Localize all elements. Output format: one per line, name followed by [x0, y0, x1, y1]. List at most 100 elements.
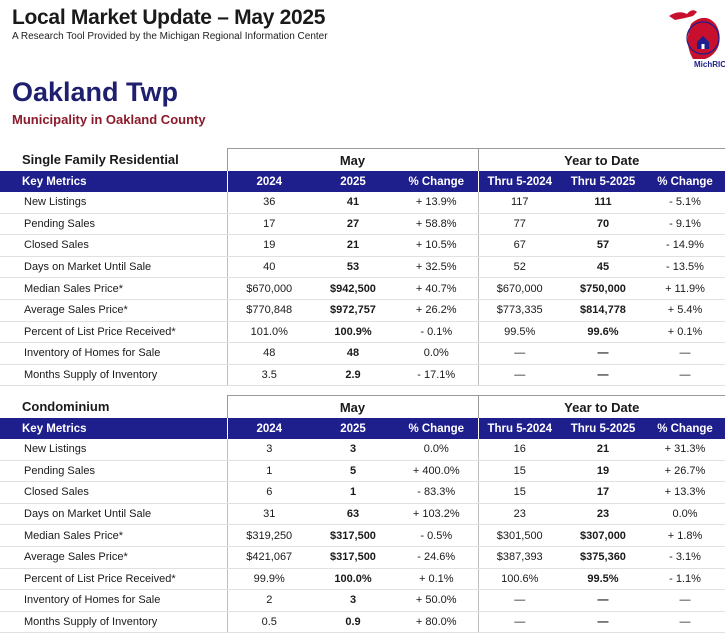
table-row: Days on Market Until Sale 31 63 + 103.2% 23 2…	[0, 503, 725, 526]
may-2024-value: 3.5	[226, 364, 311, 387]
col-2025-header: 2025	[311, 418, 395, 439]
condominium-section: Condominium May Year to Date Key Metrics…	[0, 395, 725, 633]
may-pct-change: - 0.5%	[395, 524, 478, 547]
may-pct-change: + 0.1%	[395, 568, 478, 591]
may-2025-value: $942,500	[311, 277, 395, 300]
may-2024-value: 99.9%	[226, 568, 311, 591]
metric-label: Days on Market Until Sale	[0, 503, 227, 526]
ytd-pct-change: + 1.8%	[645, 524, 725, 547]
key-metrics-header: Key Metrics	[0, 418, 227, 439]
may-2025-value: 48	[311, 342, 395, 365]
may-2024-value: 40	[226, 256, 311, 279]
ytd-2025-value: $750,000	[561, 277, 645, 300]
table-row: New Listings 36 41 + 13.9% 117 111- 5.1%	[0, 192, 725, 214]
single-family-table: Single Family Residential May Year to Da…	[0, 148, 725, 387]
may-2025-value: 21	[311, 234, 395, 257]
may-2025-value: 3	[311, 589, 395, 612]
col-ytd-2024-header: Thru 5-2024	[477, 171, 561, 192]
ytd-2024-value: $387,393	[477, 546, 561, 569]
may-2025-value: 5	[311, 460, 395, 483]
may-2024-value: 48	[226, 342, 311, 365]
table-row: New Listings 3 3 0.0% 16 21 + 31.3%	[0, 439, 725, 461]
ytd-2024-value: 117	[477, 192, 561, 214]
may-pct-change: - 24.6%	[395, 546, 478, 569]
metric-label: Months Supply of Inventory	[0, 364, 227, 387]
ytd-2025-value: —	[561, 611, 645, 633]
may-pct-change: + 103.2%	[395, 503, 478, 526]
table-row: Inventory of Homes for Sale 2 3 + 50.0% — — —	[0, 589, 725, 612]
ytd-pct-change: - 14.9%	[645, 234, 725, 257]
col-ytd-pct-change-header: % Change	[645, 171, 725, 192]
ytd-2024-value: $301,500	[477, 524, 561, 547]
ytd-2024-value: 100.6%	[477, 568, 561, 591]
may-2025-value: $317,500	[311, 524, 395, 547]
ytd-2024-value: 67	[477, 234, 561, 257]
may-pct-change: - 17.1%	[395, 364, 478, 387]
ytd-2025-value: 111	[561, 192, 645, 214]
may-pct-change: + 40.7%	[395, 277, 478, 300]
may-2025-value: 41	[311, 192, 395, 214]
ytd-2025-value: 45	[561, 256, 645, 279]
col-ytd-2025-header: Thru 5-2025	[561, 418, 645, 439]
may-pct-change: + 400.0%	[395, 460, 478, 483]
metric-label: New Listings	[0, 439, 227, 461]
ytd-2025-value: —	[561, 342, 645, 365]
col-2025-header: 2025	[311, 171, 395, 192]
may-2024-value: $421,067	[226, 546, 311, 569]
may-pct-change: - 83.3%	[395, 481, 478, 504]
col-pct-change-header: % Change	[395, 418, 478, 439]
table-row: Months Supply of Inventory 3.5 2.9- 17.1% —…	[0, 364, 725, 387]
ytd-2025-value: —	[561, 589, 645, 612]
table-row: Closed Sales 6 1- 83.3% 15 17 + 13.3%	[0, 481, 725, 504]
table-row: Pending Sales 1 5 + 400.0% 15 19 + 26.7%	[0, 460, 725, 483]
ytd-2024-value: 16	[477, 439, 561, 461]
ytd-group-header: Year to Date	[477, 148, 725, 171]
ytd-2024-value: $670,000	[477, 277, 561, 300]
metric-label: Median Sales Price*	[0, 524, 227, 547]
col-ytd-2024-header: Thru 5-2024	[477, 418, 561, 439]
section-title: Single Family Residential	[22, 152, 179, 168]
may-2025-value: $317,500	[311, 546, 395, 569]
table-row: Median Sales Price* $670,000 $942,500 + 40.…	[0, 277, 725, 300]
logo-wordmark: MichRIC	[694, 60, 725, 69]
municipality-name: Oakland Twp	[12, 77, 179, 107]
may-2025-value: 63	[311, 503, 395, 526]
may-pct-change: + 50.0%	[395, 589, 478, 612]
table-row: Average Sales Price* $770,848 $972,757 + 26…	[0, 299, 725, 322]
table-row: Pending Sales 17 27 + 58.8% 77 70- 9.1%	[0, 213, 725, 236]
table-row: Inventory of Homes for Sale 48 48 0.0% — — —	[0, 342, 725, 365]
col-ytd-pct-change-header: % Change	[645, 418, 725, 439]
table-row: Percent of List Price Received* 101.0% 100…	[0, 321, 725, 344]
may-pct-change: 0.0%	[395, 342, 478, 365]
condominium-table: Condominium May Year to Date Key Metrics…	[0, 395, 725, 633]
ytd-pct-change: + 13.3%	[645, 481, 725, 504]
may-2024-value: 36	[226, 192, 311, 214]
table-row: Percent of List Price Received* 99.9% 100.…	[0, 568, 725, 591]
ytd-2025-value: $375,360	[561, 546, 645, 569]
may-2025-value: 53	[311, 256, 395, 279]
ytd-2025-value: 21	[561, 439, 645, 461]
may-2025-value: 1	[311, 481, 395, 504]
metric-label: Average Sales Price*	[0, 546, 227, 569]
ytd-2025-value: 57	[561, 234, 645, 257]
ytd-pct-change: - 9.1%	[645, 213, 725, 236]
may-2024-value: $670,000	[226, 277, 311, 300]
table-row: Months Supply of Inventory 0.5 0.9 + 80.0% —…	[0, 611, 725, 633]
metric-label: Pending Sales	[0, 460, 227, 483]
ytd-2024-value: —	[477, 589, 561, 612]
may-pct-change: + 26.2%	[395, 299, 478, 322]
report-title: Local Market Update – May 2025	[12, 6, 326, 29]
may-2024-value: 6	[226, 481, 311, 504]
seal-ring-icon	[686, 21, 720, 55]
may-2024-value: 101.0%	[226, 321, 311, 344]
key-metrics-header: Key Metrics	[0, 171, 227, 192]
ytd-2024-value: —	[477, 342, 561, 365]
ytd-2024-value: 52	[477, 256, 561, 279]
month-group-header: May	[226, 395, 478, 418]
ytd-pct-change: + 5.4%	[645, 299, 725, 322]
metric-label: Months Supply of Inventory	[0, 611, 227, 633]
ytd-2024-value: —	[477, 364, 561, 387]
table-row: Average Sales Price* $421,067 $317,500- 24…	[0, 546, 725, 569]
ytd-pct-change: —	[645, 364, 725, 387]
metric-label: Inventory of Homes for Sale	[0, 342, 227, 365]
